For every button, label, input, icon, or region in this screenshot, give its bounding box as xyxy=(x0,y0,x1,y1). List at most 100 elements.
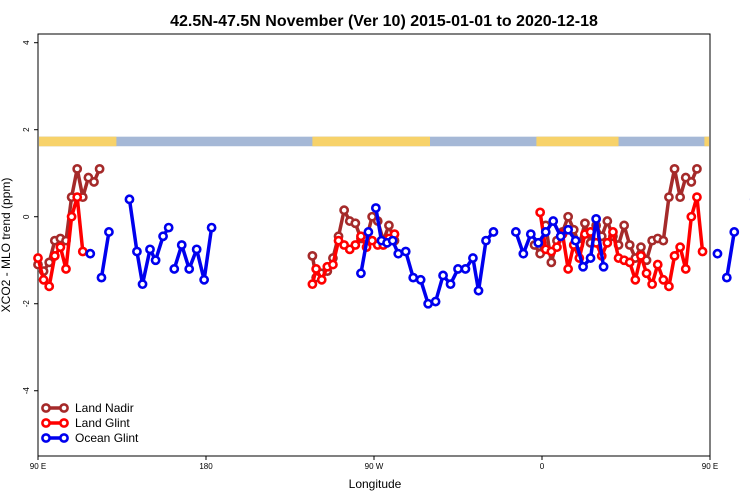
data-point-land-glint xyxy=(72,192,83,203)
data-point-ocean-glint xyxy=(555,231,566,242)
data-point-land-glint xyxy=(669,250,680,261)
data-point-ocean-glint xyxy=(540,227,551,237)
data-point-ocean-glint xyxy=(563,224,574,235)
band-land xyxy=(39,136,117,147)
data-point-ocean-glint xyxy=(176,240,187,250)
data-point-ocean-glint xyxy=(85,248,96,259)
data-point-land-glint xyxy=(316,274,327,285)
data-point-ocean-glint xyxy=(415,274,426,285)
data-point-land-glint xyxy=(55,242,66,253)
data-point-land-glint xyxy=(652,259,663,270)
band-land xyxy=(312,136,430,147)
legend-swatch-marker xyxy=(59,403,69,413)
band-land xyxy=(704,136,709,147)
data-point-land-nadir xyxy=(636,242,646,253)
data-point-land-glint xyxy=(356,231,366,242)
legend-item-land-nadir: Land Nadir xyxy=(41,401,134,415)
data-point-ocean-glint xyxy=(423,298,434,309)
data-point-ocean-glint xyxy=(400,246,411,257)
data-point-ocean-glint xyxy=(387,235,398,246)
data-point-ocean-glint xyxy=(206,222,217,233)
data-point-ocean-glint xyxy=(393,248,404,259)
y-tick-label: -2 xyxy=(22,300,31,308)
data-point-land-glint xyxy=(350,240,361,250)
axes: 90 E 180 90 W 0 90 E -4 -2 0 2 4 xyxy=(22,40,718,471)
data-point-ocean-glint xyxy=(729,227,740,237)
data-point-land-nadir xyxy=(89,177,99,187)
data-point-land-glint xyxy=(552,242,562,253)
legend-label: Land Nadir xyxy=(75,401,134,415)
data-point-land-nadir xyxy=(546,257,557,268)
data-point-ocean-glint xyxy=(445,279,456,290)
legend-swatch-marker xyxy=(41,433,51,443)
x-axis-label: Longitude xyxy=(349,477,402,491)
data-point-ocean-glint xyxy=(370,203,381,213)
x-tick-label: 90 E xyxy=(702,462,718,471)
data-point-ocean-glint xyxy=(199,274,210,285)
legend-item-land-glint: Land Glint xyxy=(41,416,130,430)
data-point-land-nadir xyxy=(339,205,350,216)
data-point-land-glint xyxy=(658,274,669,285)
data-point-ocean-glint xyxy=(548,216,559,226)
data-point-land-nadir xyxy=(580,218,590,229)
data-point-land-nadir xyxy=(563,211,574,222)
data-point-ocean-glint xyxy=(124,194,135,205)
data-point-land-glint xyxy=(66,211,77,222)
y-tick-label: -4 xyxy=(22,387,31,395)
legend-swatch-marker xyxy=(59,418,69,428)
data-point-ocean-glint xyxy=(591,213,602,224)
data-point-land-glint xyxy=(630,274,641,285)
series-layer xyxy=(33,163,750,309)
legend-label: Land Glint xyxy=(75,416,130,430)
data-point-ocean-glint xyxy=(191,244,202,255)
data-point-ocean-glint xyxy=(150,255,161,266)
data-point-land-nadir xyxy=(686,177,697,187)
data-point-land-nadir xyxy=(692,163,702,174)
data-point-land-glint xyxy=(680,264,691,274)
data-point-ocean-glint xyxy=(570,235,581,246)
data-point-land-glint xyxy=(624,257,635,268)
data-point-land-glint xyxy=(535,207,546,218)
data-point-ocean-glint xyxy=(163,222,174,233)
data-point-land-nadir xyxy=(72,163,83,174)
data-point-land-nadir xyxy=(384,220,394,231)
x-tick-label: 180 xyxy=(199,462,213,471)
data-point-ocean-glint xyxy=(585,253,596,263)
data-point-ocean-glint xyxy=(438,270,448,281)
data-point-ocean-glint xyxy=(145,244,155,255)
data-point-land-glint xyxy=(608,227,618,237)
data-point-land-nadir xyxy=(675,192,686,203)
data-point-ocean-glint xyxy=(356,268,366,279)
data-point-land-glint xyxy=(49,250,60,261)
data-point-land-glint xyxy=(686,211,697,222)
data-point-land-glint xyxy=(647,279,658,290)
data-point-land-glint xyxy=(328,259,338,270)
data-point-ocean-glint xyxy=(525,229,536,240)
data-point-ocean-glint xyxy=(598,261,609,272)
legend-item-ocean-glint: Ocean Glint xyxy=(41,431,139,445)
data-point-land-nadir xyxy=(350,218,361,229)
data-point-land-nadir xyxy=(664,192,674,203)
data-point-land-glint xyxy=(77,246,88,257)
data-point-ocean-glint xyxy=(104,227,114,237)
series-line-ocean-glint xyxy=(99,230,111,280)
data-point-ocean-glint xyxy=(96,272,107,283)
chart-title: 42.5N-47.5N November (Ver 10) 2015-01-01… xyxy=(170,13,598,30)
data-point-ocean-glint xyxy=(481,235,491,246)
data-point-land-glint xyxy=(664,281,674,292)
data-point-land-glint xyxy=(307,279,318,290)
data-point-land-nadir xyxy=(602,216,613,226)
data-point-land-glint xyxy=(61,264,71,274)
data-point-ocean-glint xyxy=(453,264,463,274)
data-point-ocean-glint xyxy=(430,296,441,307)
series-line-ocean-glint xyxy=(359,230,371,276)
data-point-land-nadir xyxy=(658,235,669,246)
x-tick-label: 90 W xyxy=(365,462,384,471)
y-tick-label: 4 xyxy=(22,40,31,45)
y-axis-label: XCO2 - MLO trend (ppm) xyxy=(0,178,13,313)
data-point-ocean-glint xyxy=(468,253,478,263)
data-point-land-glint xyxy=(44,281,55,292)
data-point-land-nadir xyxy=(624,240,635,250)
